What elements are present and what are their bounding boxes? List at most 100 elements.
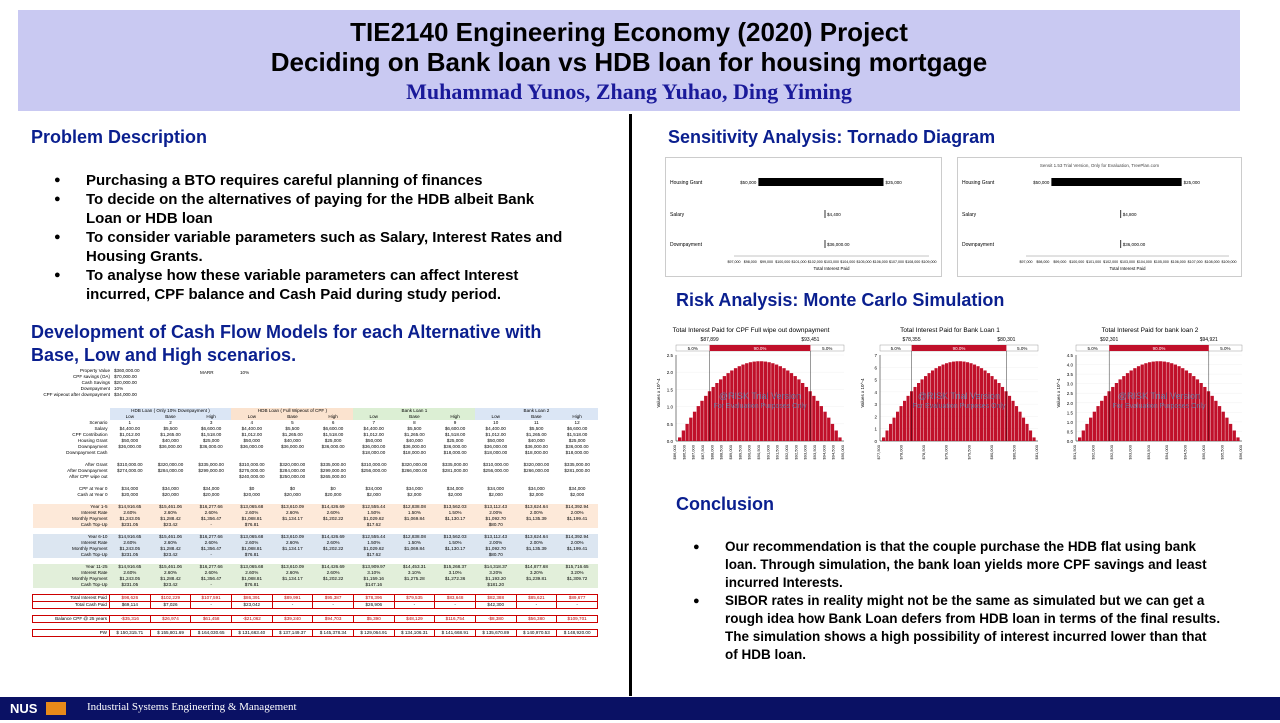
histogram-bar — [830, 423, 835, 441]
histogram-ytick: 4.5 — [1067, 353, 1074, 358]
totals-row: Total Cash Paid $69,114 $7,026- $23,042- - $2… — [32, 601, 598, 609]
histogram-xtick: $81,000 — [1034, 444, 1039, 459]
table-cell: $ 150,315.71 — [109, 629, 151, 637]
table-cell: $4,400.00 — [363, 426, 384, 431]
table-cell: $1,518.00 — [566, 432, 588, 437]
table-cell — [272, 552, 313, 558]
table-cell: $76.81 — [231, 522, 273, 528]
row-label: Interest Rate — [32, 540, 110, 546]
histogram-ytick: 2 — [874, 414, 877, 419]
histogram-bar — [903, 400, 907, 441]
table-cell — [556, 522, 598, 528]
tornado-bar-low: $50,000 — [1033, 180, 1050, 185]
table-cell: $36,000.00 — [362, 444, 386, 449]
table-row: After Grant $310,000.00 $320,000.00 $335,00… — [33, 462, 598, 468]
histogram-bar — [715, 383, 719, 441]
table-cell: $1,134.17 — [272, 576, 313, 582]
table-cell: $0 — [330, 486, 336, 491]
table-cell: $50,000 — [365, 438, 383, 443]
histogram-bar — [938, 366, 942, 441]
histogram-title: Total Interest Paid for Bank Loan 1 — [900, 327, 1000, 334]
tornado-title: Sensitivity Analysis: Tornado Diagram — [668, 127, 996, 147]
tornado-label: Housing Grant — [670, 180, 703, 186]
input-label: CPF savings (OA) — [72, 374, 110, 379]
histogram-bar — [931, 370, 935, 441]
table-cell: $0 — [249, 486, 255, 491]
table-cell: $1,193.20 — [475, 576, 517, 582]
table-cell: $2,000 — [448, 492, 463, 497]
table-cell: 2.60% — [190, 510, 232, 516]
row-label: Downpayment — [78, 444, 108, 449]
input-row: CPF wipeout after downpayment $34,000.00 — [32, 392, 272, 398]
table-cell: $13,610.09 — [272, 504, 313, 510]
table-cell: $102,229 — [149, 594, 192, 602]
table-cell: $ 140,970.53 — [515, 629, 558, 637]
table-row: Scenario 1 2 3 4 5 6 7 8 9 10 11 12 — [33, 420, 598, 426]
tornado-bar-high: $25,000 — [1184, 180, 1201, 185]
table-cell: $0 — [289, 486, 296, 491]
table-cell: 2.60% — [312, 510, 354, 516]
histogram-ytick: 3.5 — [1067, 372, 1074, 377]
histogram-bar — [917, 383, 921, 441]
table-cell: $18,000.00 — [484, 450, 508, 455]
period-row: Monthly Payment $1,243.05 $1,288.42 $1,356.… — [32, 576, 598, 582]
histogram-pct-left: 5.0% — [891, 346, 901, 351]
table-cell — [434, 522, 476, 528]
table-cell: $266,000.00 — [401, 468, 428, 473]
problem-bullet: To analyse how these variable parameters… — [54, 266, 574, 304]
histogram-watermark-1: @RISK Trial Version — [1118, 391, 1200, 401]
table-cell: 2.00% — [475, 540, 517, 546]
table-cell: $12,555.44 — [353, 534, 395, 540]
table-cell: $1,135.39 — [516, 516, 557, 522]
table-cell: $1,029.62 — [353, 546, 395, 552]
table-cell: $299,000.00 — [320, 468, 346, 473]
table-cell: $299,000.00 — [198, 468, 224, 473]
table-cell: $36,000.00 — [158, 444, 182, 449]
table-cell: $50,000 — [243, 438, 261, 443]
table-cell: - — [434, 601, 476, 609]
histogram-bar — [1015, 406, 1019, 441]
tornado-tick: $105,000 — [1154, 260, 1169, 264]
table-cell: $18,000.00 — [443, 450, 467, 455]
table-cell: $40,000 — [284, 438, 301, 443]
table-row: CPF Contribution $1,012.00 $1,265.00 $1,518… — [33, 432, 598, 438]
table-cell: $1,199.41 — [556, 546, 598, 552]
table-cell: $14,392.94 — [556, 534, 598, 540]
histogram-bar — [927, 373, 931, 441]
scenario-header: High — [312, 414, 354, 420]
tornado-downpayment-value: $36,000.00 — [827, 242, 850, 247]
histogram-bar — [745, 363, 749, 441]
table-cell: $1,309.72 — [556, 576, 598, 582]
histogram-bar — [973, 364, 977, 441]
histogram-bar — [920, 379, 924, 441]
histogram-bar — [793, 376, 797, 441]
table-cell: $1,159.16 — [353, 576, 395, 582]
tornado-tick: $104,000 — [840, 260, 855, 264]
histogram-watermark-1: @RISK Trial Version — [918, 391, 1000, 401]
histogram-bar — [882, 437, 886, 441]
table-cell: $335,000.00 — [442, 462, 468, 467]
table-cell: $2,000 — [407, 492, 422, 497]
tornado-tick: $106,000 — [1171, 260, 1186, 264]
histogram-bar — [1232, 430, 1236, 441]
histogram-bar — [726, 373, 730, 441]
histogram-bar — [748, 362, 753, 441]
histogram-bar — [834, 430, 838, 441]
table-cell: $1,356.47 — [190, 516, 232, 522]
histogram-bar — [827, 417, 831, 441]
table-cell: $320,000.00 — [401, 462, 428, 467]
histogram-xtick: $92,000 — [784, 444, 789, 459]
histogram-bar — [1188, 373, 1192, 441]
poster-authors: Muhammad Yunos, Zhang Yuhao, Ding Yiming — [406, 79, 852, 104]
histogram-bar — [1136, 366, 1141, 441]
table-cell: 2.00% — [516, 540, 557, 546]
table-cell: $1,012.00 — [119, 432, 141, 437]
table-cell: $4,400.00 — [241, 426, 263, 431]
table-cell: $1,012.00 — [485, 432, 506, 437]
table-cell: $23.42 — [150, 552, 191, 558]
histogram-ylabel: Values x 10^-4 — [860, 378, 865, 408]
table-cell: $1,272.36 — [434, 576, 476, 582]
histogram-bar — [945, 363, 949, 441]
period-row: Monthly Payment $1,243.05 $1,288.42 $1,356.… — [32, 546, 598, 552]
histogram-bar — [1025, 423, 1029, 441]
